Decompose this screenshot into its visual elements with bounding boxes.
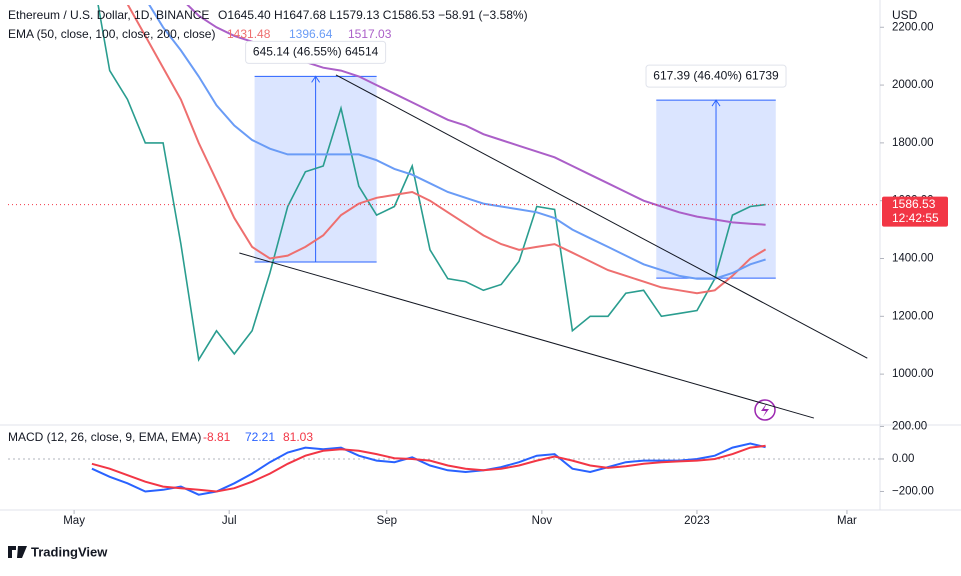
measure-arrowhead bbox=[311, 75, 321, 83]
y-tick-label: 0.00 bbox=[892, 453, 914, 465]
measure-label: 617.39 (46.40%) 61739 bbox=[653, 68, 779, 82]
y-tick-label: 1800.00 bbox=[892, 137, 934, 149]
measure-label-box bbox=[645, 64, 787, 88]
ema-value: 1517.03 bbox=[348, 27, 392, 41]
y-tick-label: 1000.00 bbox=[892, 368, 934, 380]
series-line bbox=[126, 5, 767, 295]
series-line bbox=[97, 5, 766, 362]
series-line bbox=[91, 444, 766, 493]
last-price-box bbox=[882, 196, 948, 227]
ema-value: 1396.64 bbox=[289, 27, 333, 41]
y-tick-label: −200.00 bbox=[892, 486, 934, 498]
macd-histogram-value: -8.81 bbox=[203, 430, 231, 444]
trend-line bbox=[239, 252, 815, 419]
y-tick-label: 2200.00 bbox=[892, 21, 934, 33]
measure-label-box bbox=[245, 40, 387, 64]
y-tick-label: 2000.00 bbox=[892, 79, 934, 91]
y-tick-label: 1400.00 bbox=[892, 253, 934, 265]
measure-label: 645.14 (46.55%) 64514 bbox=[253, 45, 379, 59]
macd-legend: MACD (12, 26, close, 9, EMA, EMA) bbox=[8, 430, 201, 444]
x-tick-label: Nov bbox=[532, 515, 553, 527]
alert-bolt bbox=[761, 403, 769, 417]
series-line bbox=[148, 5, 766, 280]
series-line bbox=[91, 442, 766, 496]
ohlc: O1645.40 H1647.68 L1579.13 C1586.53 −58.… bbox=[218, 8, 528, 22]
series-line bbox=[186, 5, 766, 226]
macd-value: 72.21 bbox=[245, 430, 275, 444]
x-tick-label: Jul bbox=[222, 515, 237, 527]
last-price-label: 1586.53 bbox=[892, 197, 936, 211]
x-tick-label: Sep bbox=[377, 515, 397, 527]
ema-legend: EMA (50, close, 100, close, 200, close) bbox=[8, 27, 215, 41]
countdown: 12:42:55 bbox=[892, 211, 939, 225]
ema-value: 1431.48 bbox=[227, 27, 271, 41]
logo bbox=[8, 546, 27, 558]
currency: USD bbox=[892, 8, 918, 22]
x-tick-label: Mar bbox=[837, 515, 857, 527]
y-tick-label: 1200.00 bbox=[892, 310, 934, 322]
brand: TradingView bbox=[31, 544, 108, 559]
trend-line bbox=[335, 74, 868, 359]
measure-arrowhead bbox=[711, 99, 721, 107]
chart-title: Ethereum / U.S. Dollar, 1D, BINANCE bbox=[8, 8, 209, 22]
y-tick-label: 200.00 bbox=[892, 420, 927, 432]
x-tick-label: May bbox=[63, 515, 85, 527]
macd-value: 81.03 bbox=[283, 430, 313, 444]
x-tick-label: 2023 bbox=[684, 515, 710, 527]
